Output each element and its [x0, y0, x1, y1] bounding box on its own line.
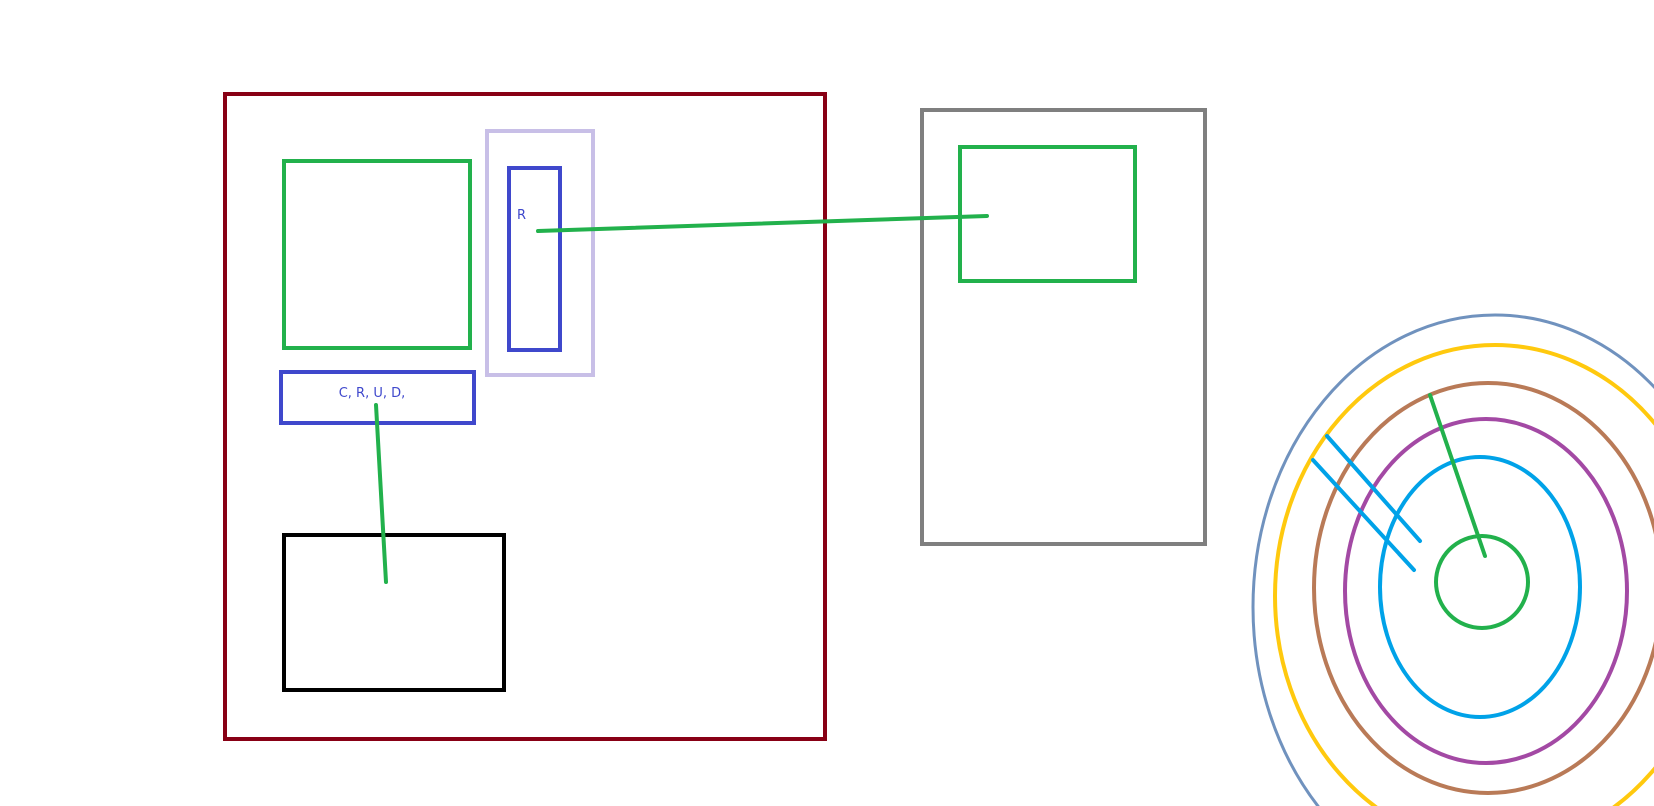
green-square-box	[282, 159, 472, 350]
read-label: R	[517, 208, 526, 223]
outer-container-box	[223, 92, 827, 741]
read-box	[507, 166, 562, 352]
cyan-ring	[1378, 455, 1582, 719]
cyan-diagonal-line-2	[1311, 458, 1416, 572]
cyan-diagonal-line-1	[1325, 434, 1422, 543]
crud-label: C, R, U, D,	[339, 386, 406, 401]
gold-ring	[1273, 343, 1654, 806]
gray-box	[920, 108, 1207, 546]
connector-read-to-green-box	[536, 214, 989, 233]
green-inner-box	[958, 145, 1137, 283]
green-pointer-line	[1428, 393, 1487, 558]
lavender-outline-box	[485, 129, 595, 377]
green-center-ring	[1434, 534, 1530, 630]
concentric-rings-group	[1251, 313, 1654, 806]
purple-ring	[1343, 417, 1629, 765]
black-box	[282, 533, 506, 692]
steel-blue-ring	[1251, 313, 1654, 806]
brown-ring	[1312, 381, 1654, 795]
connector-crud-to-black-box	[374, 403, 388, 584]
